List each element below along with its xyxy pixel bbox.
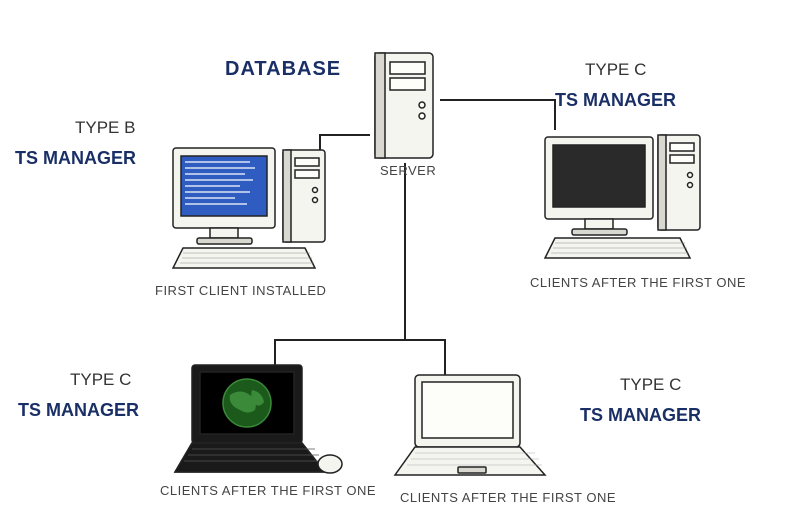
client-c3-caption: CLIENTS AFTER THE FIRST ONE: [400, 490, 616, 505]
client-c2-manager: TS MANAGER: [18, 400, 139, 421]
client-b-node: [155, 130, 340, 275]
server-caption: SERVER: [380, 163, 436, 178]
client-c2-type: TYPE C: [70, 370, 131, 390]
client-b-manager: TS MANAGER: [15, 148, 136, 169]
client-c3-node: [390, 370, 555, 485]
client-c1-caption: CLIENTS AFTER THE FIRST ONE: [530, 275, 746, 290]
client-c1-node: [530, 115, 715, 265]
client-b-caption: FIRST CLIENT INSTALLED: [155, 283, 326, 298]
client-c2-node: [170, 360, 350, 485]
client-b-type: TYPE B: [75, 118, 135, 138]
client-c3-type: TYPE C: [620, 375, 681, 395]
client-c1-type: TYPE C: [585, 60, 646, 80]
client-c3-manager: TS MANAGER: [580, 405, 701, 426]
server-node: [370, 50, 440, 165]
database-label: DATABASE: [225, 58, 341, 81]
client-c1-manager: TS MANAGER: [555, 90, 676, 111]
client-c2-caption: CLIENTS AFTER THE FIRST ONE: [160, 483, 376, 498]
